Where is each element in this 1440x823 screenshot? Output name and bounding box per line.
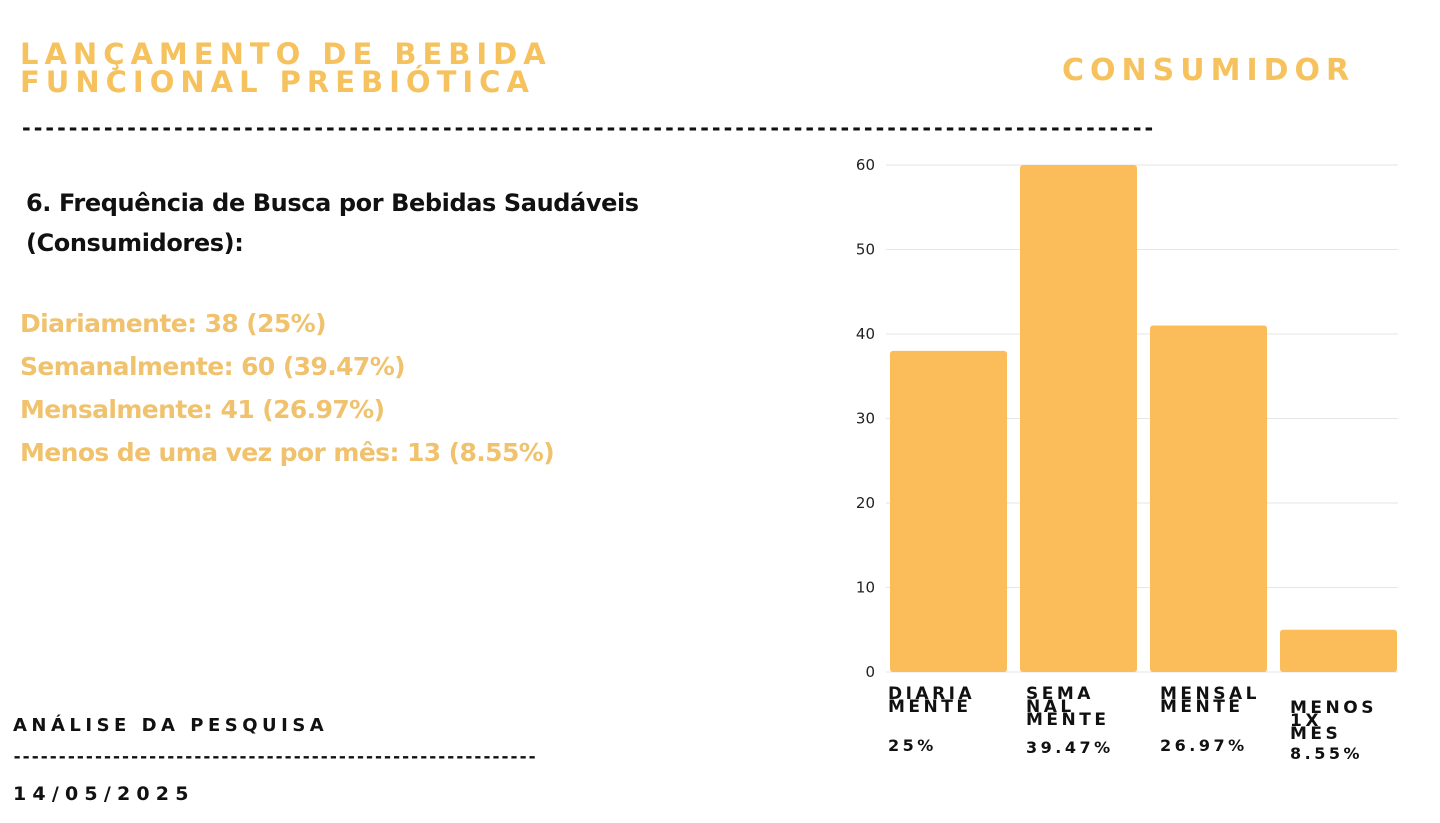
x-percent-label: 25%	[888, 736, 937, 755]
bar-4	[1280, 629, 1397, 672]
y-tick-label: 30	[856, 410, 875, 428]
date-label: 14/05/2025	[13, 783, 195, 805]
analysis-label: ANÁLISE DA PESQUISA	[13, 715, 329, 736]
title-line-1: LANÇAMENTO DE BEBIDA	[20, 37, 552, 71]
x-category-label-line: SEMA	[1026, 684, 1094, 704]
answer-weekly: Semanalmente: 60 (39.47%)	[20, 352, 406, 381]
answer-less-than-monthly: Menos de uma vez por mês: 13 (8.55%)	[20, 438, 555, 467]
title-line-2: FUNCIONAL PREBIÓTICA	[20, 65, 535, 99]
x-category-label-line: MENSAL	[1160, 684, 1260, 704]
y-tick-label: 0	[865, 663, 875, 681]
y-tick-label: 20	[856, 494, 875, 512]
bar-1	[890, 350, 1007, 672]
x-category-label-line: MENTE	[1160, 697, 1244, 717]
x-category-label-line: 1X	[1290, 711, 1322, 731]
section-label: CONSUMIDOR	[1062, 53, 1356, 88]
question-heading: 6. Frequência de Busca por Bebidas Saudá…	[26, 189, 639, 257]
x-category-label: SEMA NAL MENTE	[1026, 684, 1110, 730]
bar-3	[1150, 325, 1267, 672]
x-category-label: DIARIA MENTE	[888, 684, 976, 717]
bar-2	[1020, 165, 1137, 672]
x-category-label-line: MENOS	[1290, 698, 1377, 718]
x-percent-label: 39.47%	[1026, 738, 1114, 757]
x-category-label-line: NAL	[1026, 697, 1075, 717]
x-category-label-line: DIARIA	[888, 684, 976, 704]
y-tick-label: 50	[856, 241, 875, 259]
footer-divider: ----------------------------------------…	[12, 747, 537, 767]
presentation-title: LANÇAMENTO DE BEBIDA FUNCIONAL PREBIÓTIC…	[20, 37, 552, 99]
x-percent-label: 8.55%	[1290, 744, 1364, 763]
chart-y-axis: 0 10 20 30 40 50 60	[856, 156, 875, 681]
answer-monthly: Mensalmente: 41 (26.97%)	[20, 395, 385, 424]
y-tick-label: 40	[856, 325, 875, 343]
x-category-label-line: MENTE	[888, 697, 972, 717]
x-category-label: MENSAL MENTE	[1160, 684, 1260, 717]
y-tick-label: 10	[856, 579, 875, 597]
chart-bars	[890, 165, 1397, 672]
header-divider: ----------------------------------------…	[20, 116, 1155, 140]
x-category-label-line: MES	[1290, 724, 1342, 744]
answer-daily: Diariamente: 38 (25%)	[20, 309, 327, 338]
y-tick-label: 60	[856, 156, 875, 174]
x-category-label-line: MENTE	[1026, 710, 1110, 730]
x-percent-label: 26.97%	[1160, 736, 1248, 755]
x-category-label: MENOS 1X MES	[1290, 698, 1377, 744]
answer-list: Diariamente: 38 (25%) Semanalmente: 60 (…	[20, 302, 740, 474]
